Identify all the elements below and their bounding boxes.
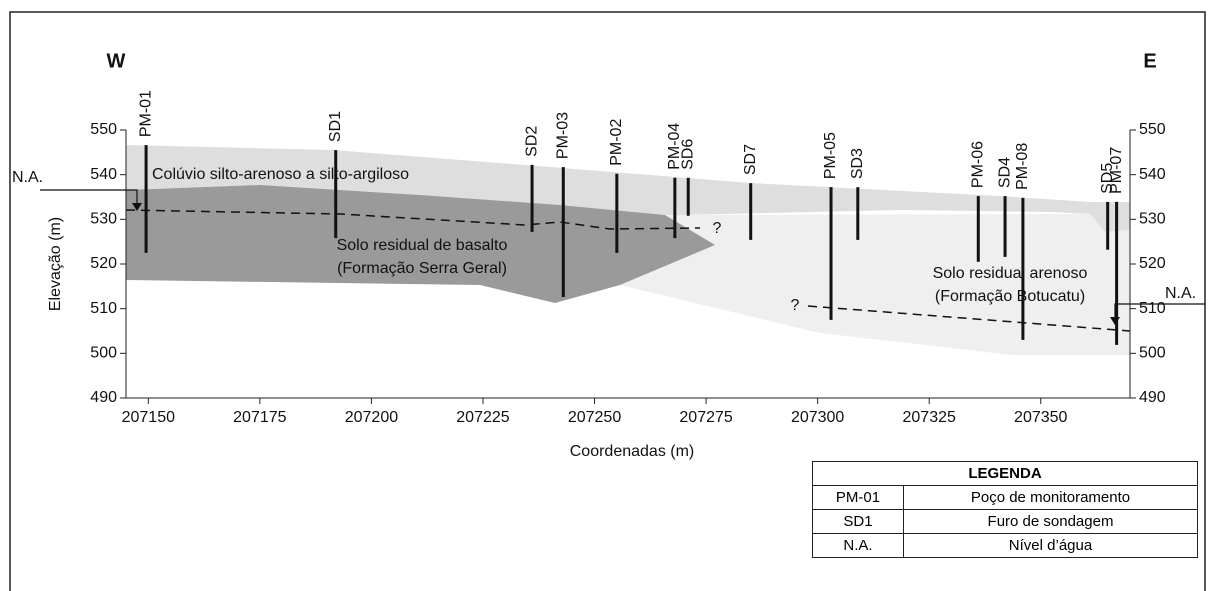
y-tick-label: 510 [1139, 300, 1166, 317]
y-tick-label: 510 [90, 300, 117, 317]
legend-title: LEGENDA [813, 462, 1198, 486]
legend-desc: Poço de monitoramento [904, 486, 1198, 510]
x-tick-label: 207250 [568, 409, 621, 426]
y-tick-label: 530 [90, 211, 117, 228]
x-tick-label: 207150 [122, 409, 175, 426]
y-tick-label: 500 [90, 345, 117, 362]
y-tick-label: 500 [1139, 345, 1166, 362]
well-label: PM-08 [1014, 143, 1031, 190]
layer-label: (Formação Botucatu) [935, 288, 1085, 305]
well-label: SD4 [996, 157, 1013, 188]
water-label: N.A. [12, 169, 43, 186]
y-tick-label: 550 [90, 121, 117, 138]
y-tick-label: 540 [90, 166, 117, 183]
water-pointer [40, 190, 137, 204]
direction-label: W [107, 50, 126, 72]
legend-code: SD1 [813, 510, 904, 534]
legend-desc: Furo de sondagem [904, 510, 1198, 534]
layer-label: Colúvio silto-arenoso a silto-argiloso [152, 166, 409, 183]
x-tick-label: 207350 [1014, 409, 1067, 426]
well-label: PM-02 [608, 119, 625, 166]
legend-code: PM-01 [813, 486, 904, 510]
x-tick-label: 207325 [903, 409, 956, 426]
x-tick-label: 207225 [456, 409, 509, 426]
legend-desc: Nível d’água [904, 534, 1198, 558]
y-tick-label: 490 [1139, 389, 1166, 406]
layer-label: Solo residual de basalto [337, 237, 508, 254]
water-label: N.A. [1165, 285, 1196, 302]
well-label: PM-05 [822, 132, 839, 179]
y-tick-label: 520 [90, 255, 117, 272]
unknown-label: ? [713, 220, 722, 237]
y-tick-label: 550 [1139, 121, 1166, 138]
x-tick-label: 207300 [791, 409, 844, 426]
y-axis-title: Elevação (m) [47, 217, 64, 311]
x-tick-label: 207200 [345, 409, 398, 426]
x-tick-label: 207175 [233, 409, 286, 426]
well-label: SD7 [742, 144, 759, 175]
legend-code: N.A. [813, 534, 904, 558]
well-label: PM-06 [970, 141, 987, 188]
unknown-label: ? [791, 297, 800, 314]
layer-label: Solo residual arenoso [933, 265, 1088, 282]
well-label: SD2 [523, 126, 540, 157]
y-tick-label: 520 [1139, 255, 1166, 272]
x-axis-title: Coordenadas (m) [570, 443, 695, 460]
well-label: PM-01 [137, 90, 154, 137]
direction-label: E [1143, 50, 1156, 72]
well-label: SD3 [849, 148, 866, 179]
page: {"chart_data": {"type": "cross-section",… [0, 0, 1216, 591]
y-tick-label: 530 [1139, 211, 1166, 228]
well-label: SD1 [327, 111, 344, 142]
layer-label: (Formação Serra Geral) [337, 260, 507, 277]
well-label: PM-07 [1108, 147, 1125, 194]
x-tick-label: 207275 [679, 409, 732, 426]
well-label: SD6 [679, 139, 696, 170]
y-tick-label: 540 [1139, 166, 1166, 183]
y-tick-label: 490 [90, 389, 117, 406]
well-label: PM-03 [555, 112, 572, 159]
